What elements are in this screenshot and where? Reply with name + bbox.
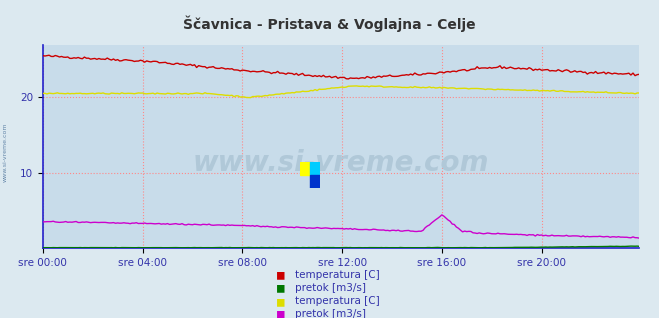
Bar (310, 175, 320, 188)
Text: ■: ■ (277, 308, 284, 318)
Text: www.si-vreme.com: www.si-vreme.com (193, 149, 489, 176)
Text: pretok [m3/s]: pretok [m3/s] (295, 309, 366, 318)
Text: pretok [m3/s]: pretok [m3/s] (295, 283, 366, 293)
Text: ■: ■ (277, 281, 284, 294)
Text: ■: ■ (277, 269, 284, 281)
Text: temperatura [C]: temperatura [C] (295, 270, 380, 280)
Bar (310, 162, 320, 175)
Text: www.si-vreme.com: www.si-vreme.com (3, 123, 8, 183)
Text: ■: ■ (277, 295, 284, 308)
Text: Ščavnica - Pristava & Voglajna - Celje: Ščavnica - Pristava & Voglajna - Celje (183, 16, 476, 32)
Bar (300, 162, 310, 175)
Text: temperatura [C]: temperatura [C] (295, 296, 380, 307)
